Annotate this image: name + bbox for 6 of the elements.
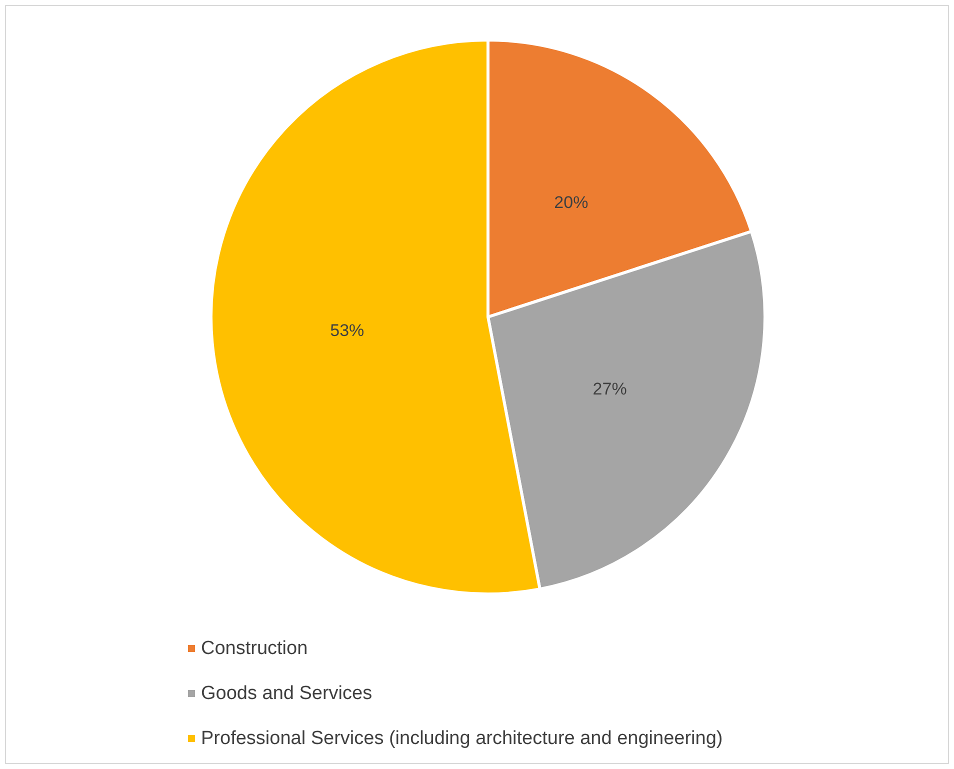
- legend-label: Goods and Services: [201, 683, 372, 704]
- legend-label: Professional Services (including architecture and engineering): [201, 728, 723, 749]
- data-label: 20%: [554, 193, 588, 212]
- data-label: 53%: [330, 320, 364, 340]
- legend-label: Construction: [201, 638, 308, 659]
- data-label: 27%: [592, 380, 627, 399]
